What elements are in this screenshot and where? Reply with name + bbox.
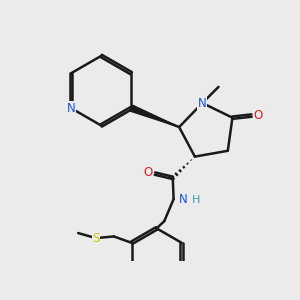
Text: O: O (143, 166, 153, 179)
Text: O: O (254, 109, 263, 122)
Text: H: H (192, 195, 201, 205)
Text: N: N (67, 102, 75, 115)
Polygon shape (130, 105, 179, 127)
Text: S: S (92, 232, 100, 244)
Text: N: N (178, 193, 187, 206)
Text: N: N (198, 97, 207, 110)
Text: F: F (153, 299, 160, 300)
